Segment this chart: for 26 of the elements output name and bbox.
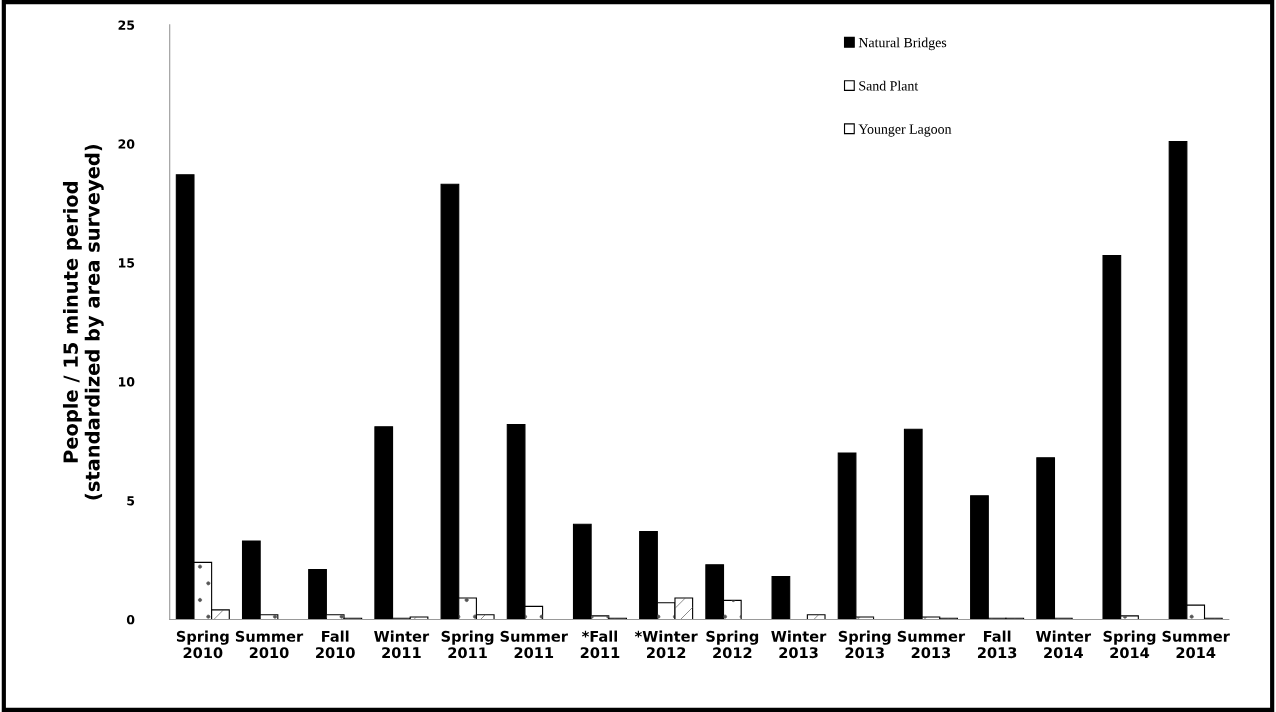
x-tick-label: Winter 2014 bbox=[1035, 630, 1092, 659]
y-tick-label: 20 bbox=[118, 139, 135, 149]
x-tick-label: Fall 2013 bbox=[977, 630, 1017, 659]
x-tick-label: Summer 2013 bbox=[897, 630, 966, 659]
y-tick-label: 25 bbox=[118, 20, 135, 30]
legend-label: Younger Lagoon bbox=[858, 124, 952, 137]
y-tick-label: 0 bbox=[126, 614, 135, 625]
x-tick-label: Summer 2010 bbox=[235, 630, 304, 659]
x-tick-label: Spring 2013 bbox=[838, 630, 891, 659]
x-tick-label: Spring 2014 bbox=[1103, 630, 1156, 659]
x-tick-label: Fall 2010 bbox=[316, 630, 355, 659]
x-tick-label: Summer 2014 bbox=[1162, 630, 1230, 659]
x-tick-label: *Winter 2012 bbox=[634, 630, 698, 659]
x-tick-label: Winter 2013 bbox=[771, 630, 827, 659]
y-tick-label: 10 bbox=[119, 377, 135, 387]
y-tick-label: 15 bbox=[119, 258, 135, 268]
x-tick-label: *Fall 2011 bbox=[580, 630, 620, 659]
x-tick-label: Winter 2011 bbox=[374, 630, 430, 659]
y-axis-title: People / 15 minute period (standardized by area surveyed) bbox=[62, 144, 104, 500]
x-tick-label: Summer 2011 bbox=[500, 630, 568, 659]
x-tick-label: Spring 2012 bbox=[706, 630, 759, 659]
x-tick-label: Spring 2011 bbox=[441, 630, 494, 659]
legend-label: Natural Bridges bbox=[858, 37, 947, 51]
x-tick-label: Spring 2010 bbox=[176, 630, 229, 659]
y-tick-label: 5 bbox=[127, 496, 135, 506]
legend-label: Sand Plant bbox=[859, 80, 919, 91]
